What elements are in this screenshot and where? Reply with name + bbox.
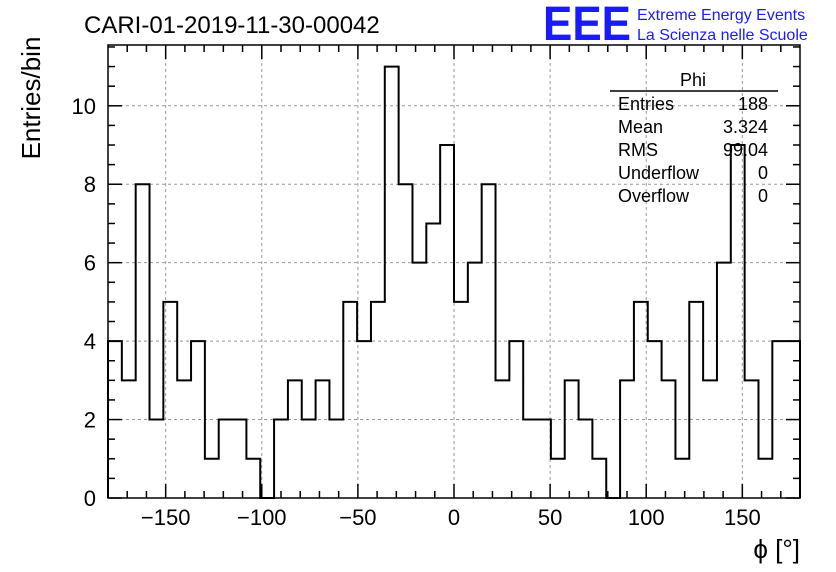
histogram-bin xyxy=(440,145,454,498)
histogram-bin xyxy=(274,420,288,498)
stats-title: Phi xyxy=(680,70,706,90)
stats-label: RMS xyxy=(618,140,658,160)
histogram-bin xyxy=(579,420,593,498)
y-tick-label: 0 xyxy=(84,486,96,511)
histogram-bin xyxy=(496,380,510,498)
histogram-bin xyxy=(150,420,164,498)
histogram-bin xyxy=(343,302,357,498)
y-tick-label: 6 xyxy=(84,251,96,276)
stats-label: Entries xyxy=(618,94,674,114)
histogram-bin xyxy=(233,420,247,498)
logo-mark: EEE xyxy=(543,0,631,51)
stats-value: 3.324 xyxy=(723,117,768,137)
tick-labels: −150 −100 −50 0 50 100 150 0 2 4 6 8 10 xyxy=(72,94,761,530)
stats-value: 188 xyxy=(738,94,768,114)
histogram-bin xyxy=(634,302,648,498)
axes xyxy=(107,44,801,499)
histogram-series xyxy=(107,65,801,499)
histogram-bin xyxy=(662,380,676,498)
histogram-bin xyxy=(454,302,468,498)
y-tick-label: 2 xyxy=(84,408,96,433)
stats-label: Underflow xyxy=(618,163,700,183)
histogram-bin xyxy=(523,420,537,498)
histogram-bin xyxy=(316,380,330,498)
histogram-bin xyxy=(329,420,343,498)
logo-line1: Extreme Energy Events xyxy=(637,7,805,24)
histogram-bin xyxy=(122,380,136,498)
histogram-bin xyxy=(205,459,219,498)
histogram-bin xyxy=(136,184,150,498)
x-tick-label: 150 xyxy=(724,505,761,530)
eee-logo: EEE Extreme Energy Events La Scienza nel… xyxy=(543,0,808,51)
stats-value: 0 xyxy=(758,163,768,183)
stats-label: Mean xyxy=(618,117,663,137)
histogram-bin xyxy=(689,302,703,498)
x-tick-label: −100 xyxy=(237,505,287,530)
stats-box: Phi Entries 188 Mean 3.324 RMS 99.04 Underflow… xyxy=(610,70,778,206)
histogram-bin xyxy=(219,420,233,498)
x-tick-label: −150 xyxy=(141,505,191,530)
histogram-bin xyxy=(177,380,191,498)
x-axis-label: ϕ [°] xyxy=(753,534,800,564)
stats-value: 0 xyxy=(758,186,768,206)
histogram-bin xyxy=(371,302,385,498)
y-axis-label: Entries/bin xyxy=(16,37,46,160)
histogram-bin xyxy=(302,420,316,498)
histogram-outline xyxy=(107,65,801,499)
x-tick-label: 100 xyxy=(628,505,665,530)
histogram-bin xyxy=(620,380,634,498)
y-tick-label: 8 xyxy=(84,172,96,197)
histogram-bin xyxy=(703,380,717,498)
histogram-bin xyxy=(592,459,606,498)
x-tick-label: 0 xyxy=(448,505,460,530)
histogram-bin xyxy=(385,67,399,498)
y-tick-label: 10 xyxy=(72,94,96,119)
histogram-bin xyxy=(758,459,772,498)
y-tick-label: 4 xyxy=(84,329,96,354)
stats-value: 99.04 xyxy=(723,140,768,160)
logo-line2: La Scienza nelle Scuole xyxy=(637,27,808,44)
histogram-bin xyxy=(537,420,551,498)
stats-label: Overflow xyxy=(618,186,690,206)
histogram-bin xyxy=(717,263,731,498)
histogram-bin xyxy=(288,380,302,498)
chart-title: CARI-01-2019-11-30-00042 xyxy=(84,12,380,39)
x-tick-label: 50 xyxy=(538,505,562,530)
histogram-bin xyxy=(246,459,260,498)
histogram-bin xyxy=(551,459,565,498)
histogram-bin xyxy=(675,459,689,498)
histogram-bin xyxy=(468,263,482,498)
x-tick-label: −50 xyxy=(339,505,376,530)
histogram-bin xyxy=(412,263,426,498)
histogram-bin xyxy=(426,223,440,498)
histogram-bin xyxy=(565,380,579,498)
histogram-bin xyxy=(745,380,759,498)
